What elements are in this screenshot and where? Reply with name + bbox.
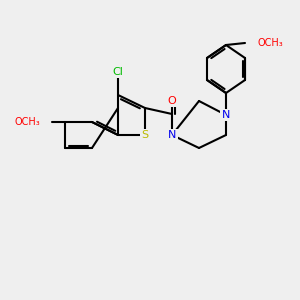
Text: Cl: Cl: [112, 67, 123, 77]
Text: S: S: [141, 130, 148, 140]
Text: O: O: [168, 96, 176, 106]
Text: OCH₃: OCH₃: [14, 117, 40, 127]
Text: N: N: [222, 110, 230, 120]
Text: OCH₃: OCH₃: [258, 38, 284, 48]
Text: N: N: [168, 130, 176, 140]
